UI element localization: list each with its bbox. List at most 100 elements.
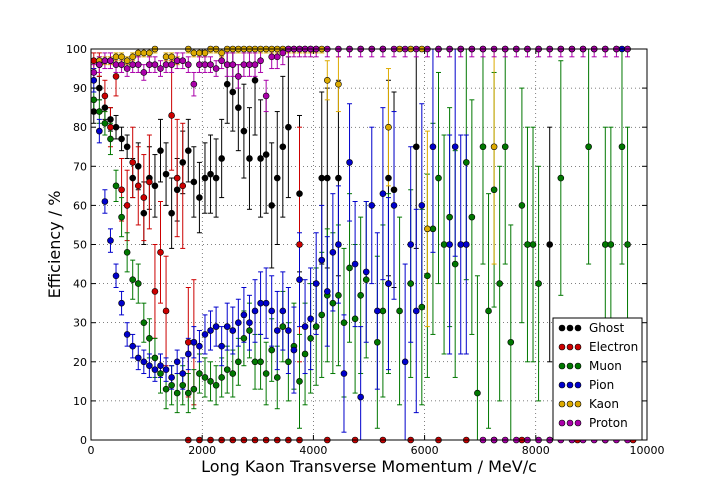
muon-point bbox=[397, 308, 403, 314]
electron-point bbox=[124, 202, 130, 208]
proton-point bbox=[246, 62, 252, 68]
muon-point bbox=[241, 335, 247, 341]
pion-point bbox=[91, 77, 97, 83]
muon-point bbox=[486, 308, 492, 314]
pion-point bbox=[185, 351, 191, 357]
legend-marker-pion bbox=[575, 382, 581, 388]
legend-marker-proton bbox=[559, 420, 565, 426]
pion-point bbox=[124, 331, 130, 337]
ghost-point bbox=[107, 116, 113, 122]
pion-point bbox=[269, 308, 275, 314]
muon-point bbox=[158, 371, 164, 377]
muon-point bbox=[224, 367, 230, 373]
proton-point bbox=[241, 62, 247, 68]
proton-point bbox=[152, 62, 158, 68]
pion-point bbox=[158, 363, 164, 369]
y-tick-label: 0 bbox=[80, 434, 87, 447]
electron-point bbox=[102, 93, 108, 99]
kaon-point bbox=[135, 50, 141, 56]
muon-point bbox=[308, 335, 314, 341]
x-axis-label: Long Kaon Transverse Momentum / MeV/c bbox=[201, 457, 537, 476]
ghost-point bbox=[96, 85, 102, 91]
pion-point bbox=[452, 144, 458, 150]
muon-point bbox=[219, 374, 225, 380]
ghost-point bbox=[208, 171, 214, 177]
pion-point bbox=[335, 242, 341, 248]
ghost-point bbox=[324, 175, 330, 181]
proton-point bbox=[191, 81, 197, 87]
muon-point bbox=[319, 312, 325, 318]
proton-point bbox=[269, 54, 275, 60]
kaon-point bbox=[335, 81, 341, 87]
proton-point bbox=[158, 66, 164, 72]
legend-marker-muon bbox=[559, 363, 565, 369]
y-tick-label: 90 bbox=[73, 82, 87, 95]
muon-point bbox=[96, 109, 102, 115]
ghost-point bbox=[235, 105, 241, 111]
proton-point bbox=[124, 66, 130, 72]
ghost-point bbox=[141, 210, 147, 216]
muon-point bbox=[436, 175, 442, 181]
pion-point bbox=[258, 300, 264, 306]
legend-label-ghost: Ghost bbox=[589, 321, 624, 335]
proton-point bbox=[208, 62, 214, 68]
x-tick-label: 2000 bbox=[188, 444, 216, 457]
muon-point bbox=[130, 277, 136, 283]
pion-point bbox=[119, 300, 125, 306]
kaon-point bbox=[324, 77, 330, 83]
kaon-point bbox=[491, 144, 497, 150]
legend-marker-muon bbox=[575, 363, 581, 369]
pion-point bbox=[341, 371, 347, 377]
muon-point bbox=[469, 214, 475, 220]
muon-point bbox=[347, 265, 353, 271]
pion-point bbox=[96, 128, 102, 134]
proton-point bbox=[196, 62, 202, 68]
kaon-point bbox=[113, 54, 119, 60]
ghost-point bbox=[413, 144, 419, 150]
legend-marker-electron bbox=[559, 344, 565, 350]
pion-point bbox=[141, 359, 147, 365]
muon-point bbox=[213, 382, 219, 388]
pion-point bbox=[169, 374, 175, 380]
muon-point bbox=[135, 281, 141, 287]
muon-point bbox=[102, 120, 108, 126]
pion-point bbox=[196, 343, 202, 349]
pion-point bbox=[374, 308, 380, 314]
muon-point bbox=[107, 136, 113, 142]
kaon-point bbox=[196, 50, 202, 56]
pion-point bbox=[408, 242, 414, 248]
pion-point bbox=[291, 347, 297, 353]
electron-point bbox=[163, 308, 169, 314]
kaon-point bbox=[169, 54, 175, 60]
pion-point bbox=[224, 324, 230, 330]
proton-point bbox=[180, 58, 186, 64]
ghost-point bbox=[102, 105, 108, 111]
kaon-point bbox=[124, 58, 130, 64]
muon-point bbox=[463, 159, 469, 165]
electron-point bbox=[107, 124, 113, 130]
ghost-point bbox=[213, 175, 219, 181]
legend-marker-ghost bbox=[559, 325, 565, 331]
proton-point bbox=[258, 58, 264, 64]
pion-point bbox=[280, 308, 286, 314]
ghost-point bbox=[119, 136, 125, 142]
pion-point bbox=[146, 363, 152, 369]
legend-marker-pion bbox=[559, 382, 565, 388]
muon-point bbox=[335, 292, 341, 298]
y-axis-label: Efficiency / % bbox=[45, 191, 64, 299]
kaon-point bbox=[163, 54, 169, 60]
muon-point bbox=[124, 249, 130, 255]
muon-point bbox=[230, 371, 236, 377]
muon-point bbox=[180, 382, 186, 388]
ghost-point bbox=[274, 175, 280, 181]
muon-point bbox=[536, 281, 542, 287]
ghost-point bbox=[285, 124, 291, 130]
muon-point bbox=[502, 144, 508, 150]
legend-label-muon: Muon bbox=[589, 359, 622, 373]
muon-point bbox=[508, 339, 514, 345]
ghost-point bbox=[263, 152, 269, 158]
electron-point bbox=[174, 175, 180, 181]
muon-point bbox=[208, 378, 214, 384]
pion-point bbox=[230, 328, 236, 334]
muon-point bbox=[269, 347, 275, 353]
